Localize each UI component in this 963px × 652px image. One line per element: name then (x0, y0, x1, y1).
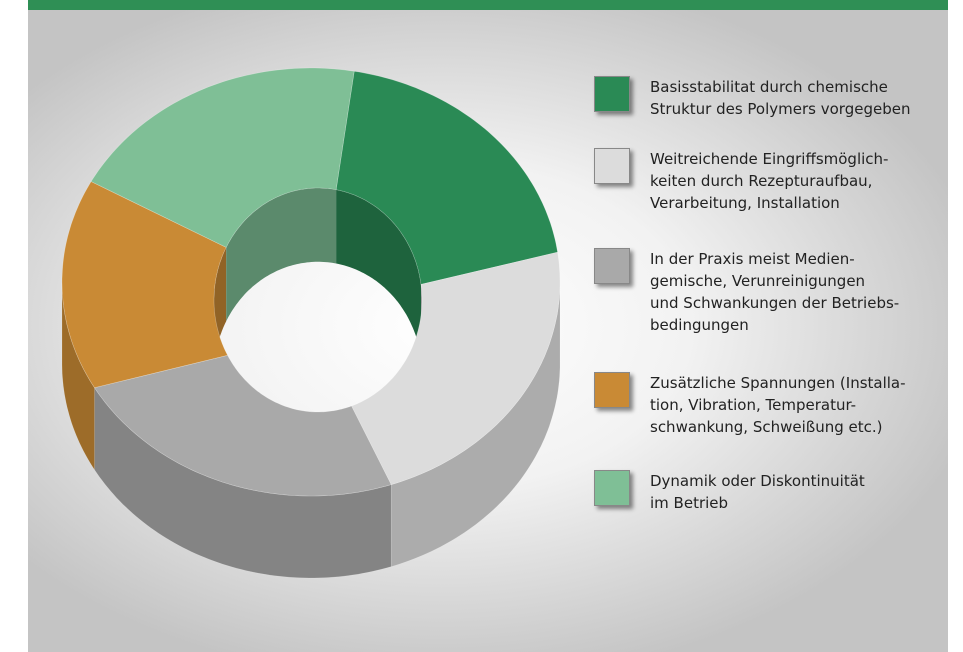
legend-swatch (594, 372, 630, 408)
legend-label: Weitreichende Eingriffsmöglich- keiten d… (650, 150, 889, 212)
segment-inner-wall (226, 188, 337, 322)
segment-inner-wall (336, 189, 421, 359)
legend-label: Zusätzliche Spannungen (Installa- tion, … (650, 374, 906, 436)
legend-swatch (594, 470, 630, 506)
legend-swatch (594, 76, 630, 112)
legend-swatch (594, 148, 630, 184)
segment (90, 67, 355, 248)
header-bar (28, 0, 948, 10)
legend-swatch (594, 248, 630, 284)
legend-label: Dynamik oder Diskontinuität im Betrieb (650, 472, 865, 512)
legend-label: In der Praxis meist Medien- gemische, Ve… (650, 250, 900, 334)
legend-label: Basisstabilitat durch chemische Struktur… (650, 78, 911, 118)
